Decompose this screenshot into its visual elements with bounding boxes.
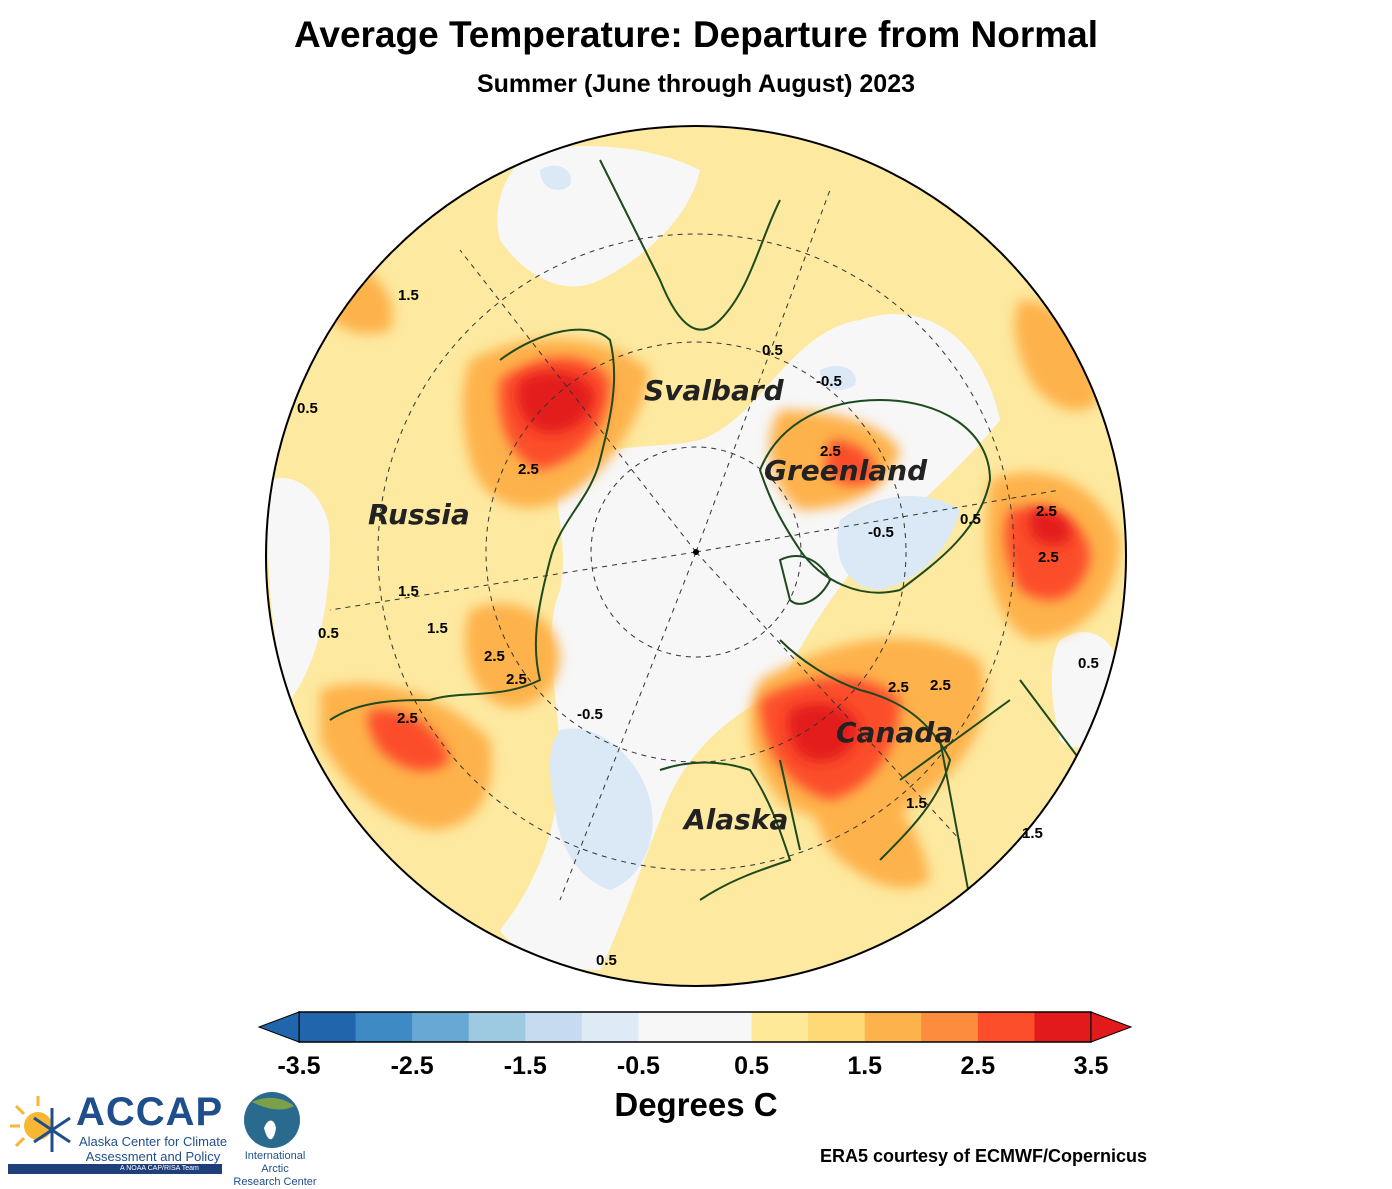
scandinavia-coast — [599, 159, 781, 331]
contour-label: -0.5 — [868, 524, 894, 541]
eurasia-coast — [329, 328, 616, 721]
label-svalbard: Svalbard — [644, 374, 785, 407]
contour-label: 1.5 — [427, 620, 448, 637]
region-labels: Svalbard Greenland Russia Canada Alaska — [368, 374, 953, 836]
colorbar-units: Degrees C — [614, 1086, 778, 1123]
iarc-name: International Arctic Research Center — [230, 1150, 320, 1189]
contour-label: 1.5 — [906, 795, 927, 812]
iarc-line1: International Arctic — [244, 1150, 306, 1175]
canada-borders — [779, 679, 1081, 901]
atlantic-neutral — [268, 478, 330, 700]
contour-label: 2.5 — [518, 461, 539, 478]
sun-snowflake-icon — [10, 1096, 71, 1152]
label-alaska: Alaska — [682, 803, 788, 836]
colorbar-swatch — [581, 1012, 639, 1042]
colorbar — [257, 1011, 1133, 1043]
contour-label: -0.5 — [816, 373, 842, 390]
contour-label: 0.5 — [960, 511, 981, 528]
data-credit: ERA5 courtesy of ECMWF/Copernicus — [820, 1146, 1148, 1166]
colorbar-swatch — [468, 1012, 526, 1042]
contour-label: 2.5 — [1038, 549, 1059, 566]
contour-label: 2.5 — [930, 677, 951, 694]
contour-label: 2.5 — [1036, 503, 1057, 520]
page-subtitle: Summer (June through August) 2023 — [476, 70, 915, 98]
colorbar-swatch — [299, 1012, 357, 1042]
colorbar-swatch — [525, 1012, 583, 1042]
colorbar-swatch — [412, 1012, 470, 1042]
colorbar-swatch — [751, 1012, 809, 1042]
contour-label: 2.5 — [397, 710, 418, 727]
contour-value-labels: 0.5 0.5 0.5 0.5 0.5 0.5 -0.5 -0.5 -0.5 1… — [297, 287, 1099, 969]
colorbar-swatch — [695, 1012, 753, 1042]
accap-line1: Alaska Center for Climate — [78, 1134, 228, 1149]
label-greenland: Greenland — [764, 454, 928, 487]
colorbar-tick-label: -3.5 — [277, 1052, 321, 1080]
colorbar-swatch — [355, 1012, 413, 1042]
accap-line2: Assessment and Policy — [85, 1149, 221, 1164]
greenland-coast — [758, 398, 992, 594]
colorbar-tick-label: -2.5 — [390, 1052, 434, 1080]
accap-team: A NOAA CAP/RISA Team — [120, 1165, 199, 1172]
colorbar-swatch — [638, 1012, 696, 1042]
iarc-line2: Research Center — [233, 1176, 317, 1188]
colorbar-low-arrow — [257, 1011, 300, 1043]
colorbar-swatch — [864, 1012, 922, 1042]
accap-logo: ACCAP Alaska Center for Climate Assessme… — [8, 1090, 228, 1180]
negative-atlantic — [820, 365, 856, 390]
accap-full-name: Alaska Center for Climate Assessment and… — [78, 1134, 228, 1164]
negative-beaufort — [550, 728, 653, 890]
colorbar-tick-label: -0.5 — [616, 1052, 660, 1080]
colorbar-tick-label: 2.5 — [960, 1052, 996, 1080]
contour-label: 2.5 — [484, 648, 505, 665]
contour-label: 2.5 — [888, 679, 909, 696]
iarc-logo: International Arctic Research Center — [233, 1088, 317, 1188]
globe-icon — [244, 1092, 300, 1148]
label-canada: Canada — [836, 716, 953, 749]
colorbar-tick-label: 3.5 — [1073, 1052, 1109, 1080]
canada-archipelago — [778, 555, 832, 605]
coastlines — [329, 159, 1081, 901]
colorbar-tick-label: 0.5 — [734, 1052, 769, 1080]
anomaly-field — [266, 126, 1126, 986]
accap-bar — [8, 1164, 222, 1174]
contour-label: 2.5 — [506, 671, 527, 688]
contour-label: -0.5 — [577, 706, 603, 723]
negative-pacific — [540, 165, 571, 190]
canada-neutral — [1051, 632, 1120, 748]
contour-label: 2.5 — [820, 443, 841, 460]
north-pole-marker — [693, 549, 699, 555]
contour-label: 0.5 — [297, 400, 318, 417]
warm-anomaly-layer-3 — [517, 371, 1071, 762]
accap-name: ACCAP — [76, 1090, 224, 1134]
colorbar-swatch — [921, 1012, 979, 1042]
colorbar-swatch — [977, 1012, 1035, 1042]
colorbar-swatch — [808, 1012, 866, 1042]
map-border — [265, 125, 1127, 987]
contour-label: 1.5 — [398, 583, 419, 600]
page-title: Average Temperature: Departure from Norm… — [294, 14, 1098, 55]
contour-label: 0.5 — [762, 342, 783, 359]
contour-label: 1.5 — [1022, 825, 1043, 842]
graticule — [329, 189, 1061, 901]
label-russia: Russia — [368, 498, 470, 531]
colorbar-tick-label: -1.5 — [503, 1052, 547, 1080]
north-america-coast — [779, 639, 952, 861]
contour-label: 0.5 — [596, 952, 617, 969]
contour-label: 0.5 — [1078, 655, 1099, 672]
contour-label: 0.5 — [318, 625, 339, 642]
colorbar-high-arrow — [1090, 1011, 1133, 1043]
negative-greenland — [837, 496, 960, 590]
contour-label: 1.5 — [398, 287, 419, 304]
colorbar-swatch — [1034, 1012, 1092, 1042]
colorbar-tick-label: 1.5 — [847, 1052, 883, 1080]
alaska-coast — [659, 761, 792, 901]
